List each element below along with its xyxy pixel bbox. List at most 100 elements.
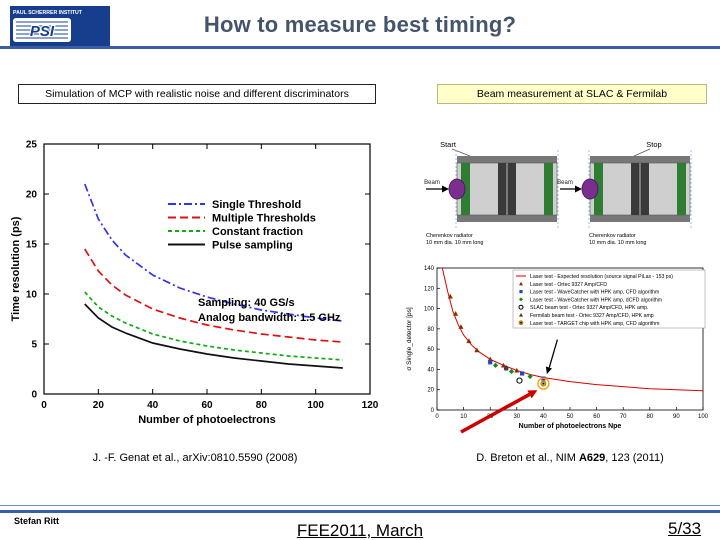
radiator-caption-line1: Cherenkov radiator [589, 233, 636, 239]
logo-stripes [16, 21, 68, 39]
mcp-plate [544, 163, 553, 215]
y-tick-label: 0 [431, 408, 435, 414]
stop-pointer-line [633, 148, 651, 157]
start-detector-assembly: Beam Cherenkov radiator 10 mm dia. 10 mm… [424, 150, 559, 246]
legend-label: Laser test - TARGET chip with HPK amp, C… [530, 321, 659, 327]
marker-square [519, 290, 523, 294]
beam-measurement-chart: 0102030405060708090100020406080100120140… [406, 266, 709, 434]
chart-annotation: Analog bandwidth: 1.5 GHz [198, 312, 341, 324]
x-tick-label: 30 [513, 414, 520, 420]
legend-label: Single Threshold [212, 199, 301, 211]
y-tick-label: 80 [427, 327, 434, 333]
red-arrow-line [460, 392, 531, 434]
marker-triangle [503, 364, 509, 370]
beam-label: Beam [557, 180, 573, 186]
marker-triangle [474, 347, 480, 353]
x-tick-label: 50 [567, 414, 574, 420]
x-tick-label: 10 [460, 414, 467, 420]
y-tick-label: 60 [427, 347, 434, 353]
y-tick-label: 40 [427, 367, 434, 373]
x-tick-label: 100 [698, 414, 709, 420]
y-tick-label: 140 [424, 266, 435, 272]
marker-triangle [487, 356, 493, 362]
logo-brand-text: PSI [30, 23, 55, 40]
citation-genat: J. -F. Genat et al., arXiv:0810.5590 (20… [92, 452, 298, 464]
footer-divider-thick [0, 510, 720, 513]
footer-page-number: 5/33 [668, 519, 702, 538]
marker-triangle [458, 324, 464, 329]
header-divider [0, 46, 720, 49]
legend-label: Fermilab beam test - Ortec 9327 Amp/CFD,… [530, 313, 654, 319]
footer-divider-thin [0, 505, 720, 506]
beam-panel-label: Beam measurement at SLAC & Fermilab [437, 84, 707, 104]
y-axis-label: σ Single_detector [ps] [406, 307, 413, 370]
circle-shape [542, 382, 545, 385]
legend-label: Laser test - Expected resolution (source… [530, 274, 673, 280]
marker-triangle [519, 281, 523, 286]
mcp-plate [461, 163, 470, 215]
x-tick-label: 100 [307, 400, 324, 411]
series-line [84, 303, 343, 369]
marker-triangle [500, 362, 507, 368]
radiator-caption-line2: 10 mm dia. 10 mm long [589, 240, 646, 246]
legend-label: Multiple Thresholds [212, 213, 316, 225]
y-tick-label: 25 [26, 140, 38, 151]
x-tick-label: 120 [362, 400, 379, 411]
marker-circle-open [518, 304, 524, 310]
radiator-caption-line2: 10 mm dia. 10 mm long [426, 240, 483, 246]
citation-breton-post: , 123 (2011) [605, 452, 664, 464]
x-tick-label: 20 [93, 400, 105, 411]
y-axis-label: Time resolution (ps) [10, 216, 22, 321]
legend-label: Laser test - WaveCatcher with HPK amp, d… [530, 297, 662, 303]
x-tick-label: 80 [646, 414, 653, 420]
legend-label: Laser test - WaveCatcher with HPK amp, C… [530, 290, 659, 296]
plot-frame [43, 143, 371, 395]
top-flange [457, 156, 557, 163]
page-title: How to measure best timing? [203, 12, 517, 37]
y-tick-label: 15 [26, 240, 38, 251]
photodetector [581, 178, 599, 200]
y-tick-label: 120 [424, 286, 435, 292]
start-label: Start [440, 140, 457, 149]
series-line [441, 267, 704, 392]
simulation-panel-label: Simulation of MCP with realistic noise a… [18, 84, 376, 104]
series-line [83, 183, 343, 322]
mcp-plate [594, 163, 603, 215]
simulation-chart: 0 20 40 60 80 100 120 0 5 10 15 20 25 Single Threshol… [10, 140, 379, 427]
mcp-plate [677, 163, 686, 215]
footer-conference: FEE2011, March [296, 521, 424, 540]
legend-label: Pulse sampling [212, 240, 293, 252]
beam-setup-diagram: Start Stop Beam Cherenkov radiator 10 mm… [424, 140, 692, 246]
x-tick-label: 0 [435, 414, 439, 420]
citation-breton: D. Breton et al., NIM A629, 123 (2011) [425, 452, 715, 464]
x-tick-label: 40 [540, 414, 547, 420]
x-tick-label: 70 [620, 414, 627, 420]
logo-org-text: PAUL SCHERRER INSTITUT [13, 10, 83, 16]
marker-circle-open [516, 377, 523, 384]
legend-label: Constant fraction [212, 226, 303, 238]
marker-square [520, 371, 525, 376]
black-arrow-head [545, 366, 552, 375]
x-tick-label: 90 [673, 414, 680, 420]
legend-label: Laser test - Ortec 9327 Amp/CFD [530, 282, 607, 288]
y-tick-label: 5 [31, 340, 37, 351]
photodetector [448, 178, 466, 200]
y-tick-label: 100 [424, 307, 435, 313]
circle-shape [520, 321, 522, 324]
bottom-flange [590, 215, 690, 222]
start-label-group: Start [440, 140, 471, 157]
y-tick-label: 0 [31, 390, 37, 401]
x-tick-label: 60 [593, 414, 600, 420]
bottom-flange [457, 215, 557, 222]
y-tick-label: 20 [427, 388, 434, 394]
marker-square [488, 360, 493, 365]
start-pointer-line [451, 148, 471, 157]
x-tick-label: 80 [256, 400, 268, 411]
citation-breton-journal: A629 [578, 452, 606, 464]
red-arrow-head [527, 390, 538, 399]
stop-label-group: Stop [633, 140, 662, 157]
x-axis-label: Number of photoelectrons [138, 414, 276, 426]
beam-arrow-head [442, 185, 449, 193]
beam-arrow-head [575, 185, 582, 193]
